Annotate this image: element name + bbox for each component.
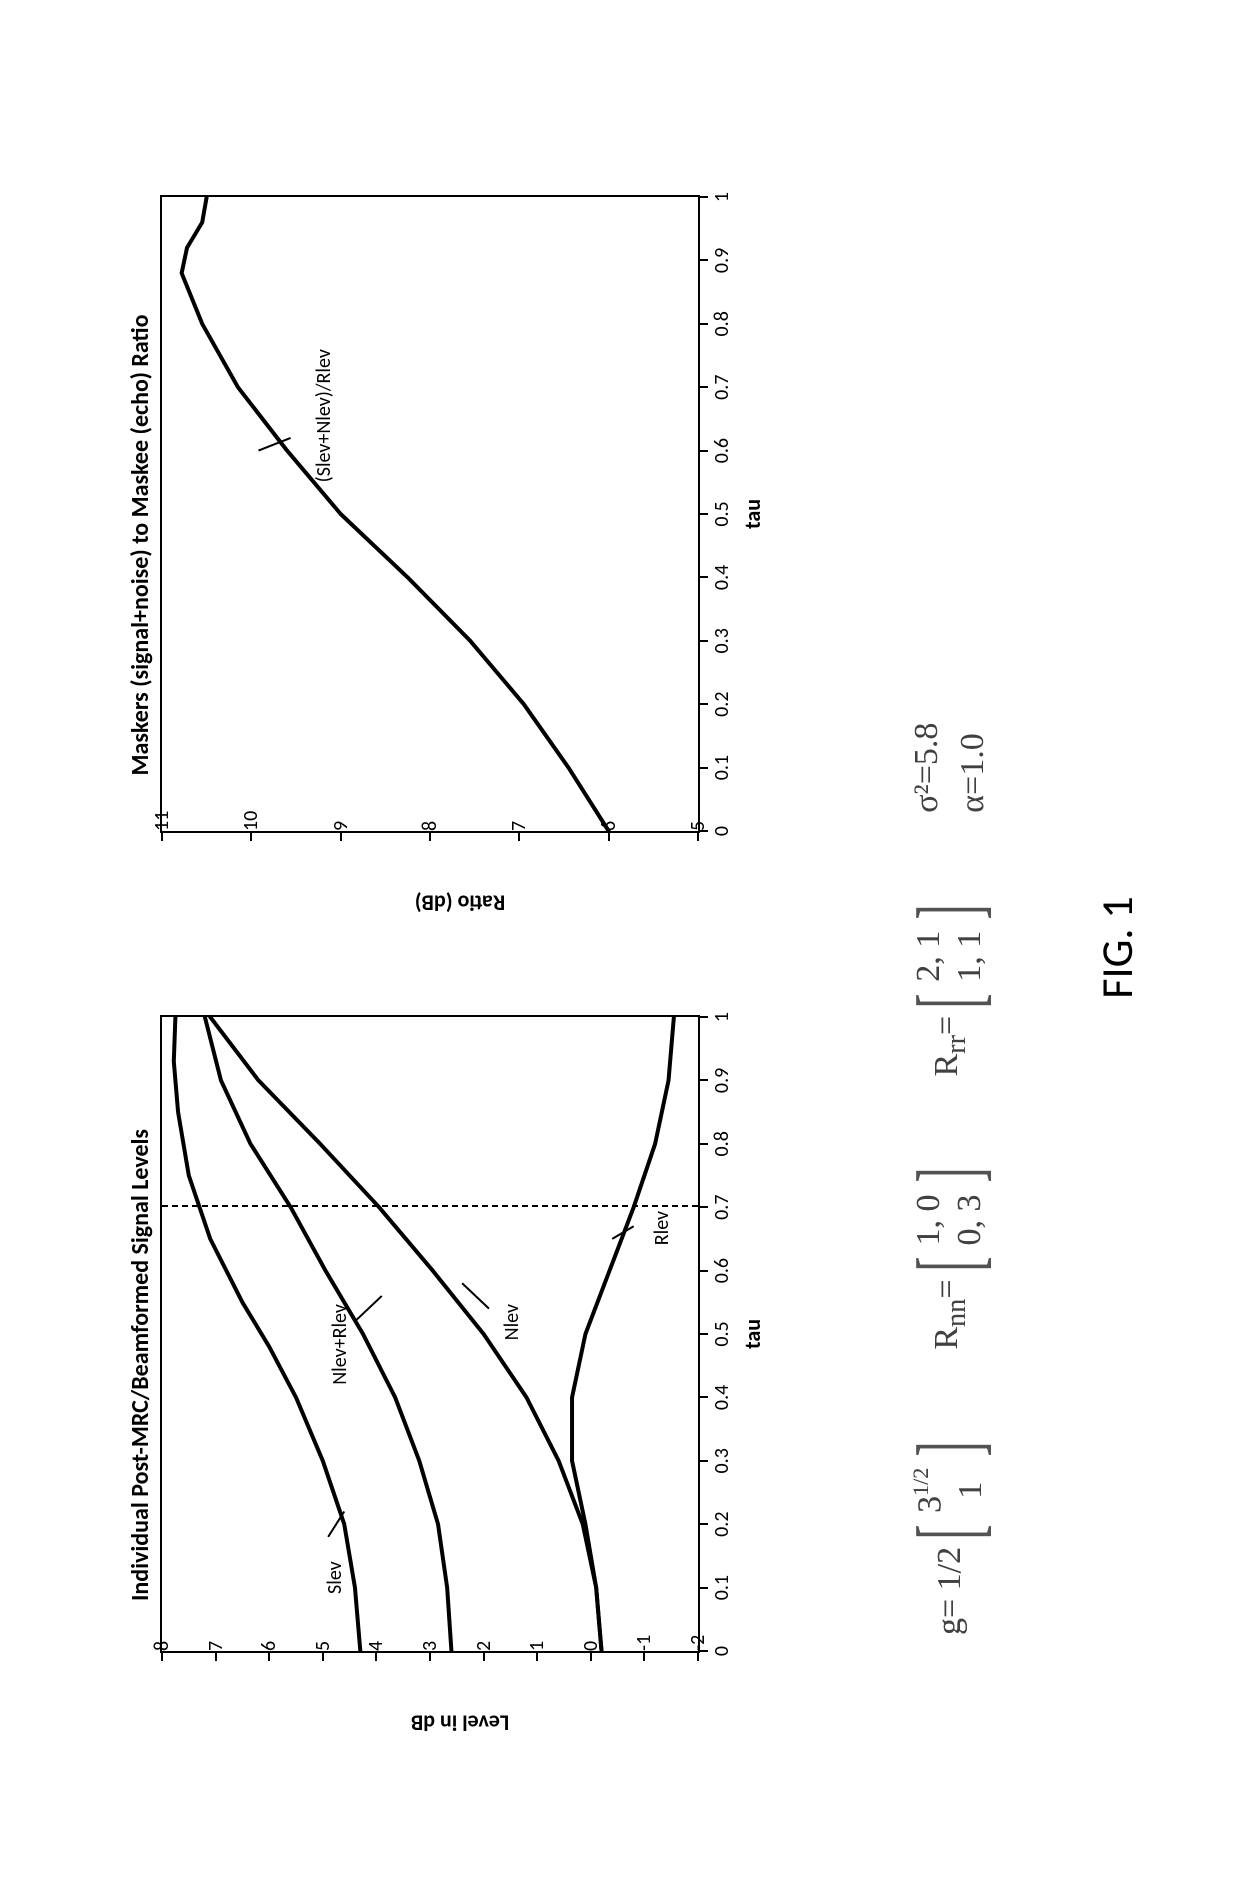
rnn-lhs: Rnn= (928, 1279, 973, 1349)
figure-stage: Individual Post-MRC/Beamformed Signal Le… (0, 0, 1240, 1895)
series-line (572, 1017, 674, 1651)
left-x-axis-label: tau (739, 1015, 766, 1653)
bracket-open-icon: [ (915, 1524, 985, 1539)
x-tick-label: 0.9 (698, 248, 734, 273)
series-line (182, 197, 609, 831)
g-lhs: g= 1/2 (931, 1547, 969, 1635)
y-tick-label: 0 (579, 1637, 603, 1651)
bracket-open-icon: [ (915, 1257, 985, 1272)
left-plot-area: -2-101234567800.10.20.30.40.50.60.70.80.… (160, 1015, 700, 1653)
right-x-axis-label: tau (739, 195, 766, 833)
figure-caption: FIG. 1 (1090, 0, 1144, 1895)
rrr-lhs: Rrr= (928, 1016, 973, 1077)
equation-rnn: Rnn= [ 1, 0 0, 3 ] (909, 1167, 991, 1350)
equation-rrr: Rrr= [ 2, 1 1, 1 ] (909, 903, 991, 1077)
x-tick-label: 0.5 (698, 501, 734, 526)
left-y-axis-label: Level in dB (411, 1710, 509, 1737)
y-tick-label: 8 (150, 1637, 174, 1651)
y-tick-label: 7 (204, 1637, 228, 1651)
matrix-g: 31/2 1 (908, 1458, 992, 1523)
series-label: Slev (323, 1561, 347, 1594)
matrix-rrr: 2, 1 1, 1 (909, 921, 991, 992)
matrix-rrr-row-2: 1, 1 (950, 931, 991, 982)
x-tick-label: 0.7 (698, 375, 734, 400)
x-tick-label: 1 (698, 192, 734, 202)
bracket-close-icon: ] (915, 1168, 985, 1183)
x-tick-label: 0.2 (698, 1512, 734, 1537)
matrix-rnn: 1, 0 0, 3 (909, 1184, 991, 1255)
bracket-close-icon: ] (915, 904, 985, 919)
series-label: Rlev (650, 1211, 674, 1245)
x-tick-label: 0.3 (698, 1448, 734, 1473)
y-tick-label: 1 (525, 1637, 549, 1651)
y-tick-label: 3 (418, 1637, 442, 1651)
x-tick-label: 0.7 (698, 1195, 734, 1220)
x-tick-label: 0.6 (698, 1258, 734, 1283)
right-chart-title: Maskers (signal+noise) to Maskee (echo) … (126, 195, 155, 895)
x-tick-label: 0 (698, 826, 734, 836)
x-tick-label: 0.6 (698, 438, 734, 463)
equation-g: g= 1/2 [ 31/2 1 ] (908, 1440, 992, 1635)
left-chart: Individual Post-MRC/Beamformed Signal Le… (160, 1015, 760, 1715)
series-label: Nlev (500, 1304, 524, 1340)
left-chart-title: Individual Post-MRC/Beamformed Signal Le… (126, 1015, 155, 1715)
y-tick-label: -1 (632, 1637, 656, 1651)
y-tick-label: 7 (507, 817, 531, 831)
y-tick-label: 9 (329, 817, 353, 831)
x-tick-label: 0 (698, 1646, 734, 1656)
series-line (210, 1017, 601, 1651)
eq-alpha: α=1.0 (954, 723, 992, 813)
right-chart: Maskers (signal+noise) to Maskee (echo) … (160, 195, 760, 895)
matrix-rnn-row-1: 1, 0 (909, 1194, 950, 1245)
series-label: (Slev+Nlev)/Rlev (312, 349, 336, 482)
x-tick-label: 0.4 (698, 565, 734, 590)
matrix-rrr-row-1: 2, 1 (909, 931, 950, 982)
equation-scalar-stack: σ²=5.8 α=1.0 (908, 723, 992, 813)
x-tick-label: 0.4 (698, 1385, 734, 1410)
series-label: Nlev+Rlev (328, 1304, 352, 1385)
x-tick-label: 0.1 (698, 755, 734, 780)
right-y-axis-label: Ratio (dB) (415, 890, 506, 917)
matrix-g-row-2: 1 (951, 1482, 992, 1499)
x-tick-label: 0.5 (698, 1321, 734, 1346)
x-tick-label: 0.9 (698, 1068, 734, 1093)
y-tick-label: 5 (311, 1637, 335, 1651)
x-tick-label: 0.8 (698, 311, 734, 336)
y-tick-label: 11 (150, 817, 174, 831)
matrix-g-row-1: 31/2 (908, 1468, 951, 1513)
y-tick-label: 4 (364, 1637, 388, 1651)
x-tick-label: 0.8 (698, 1131, 734, 1156)
y-tick-label: 10 (239, 817, 263, 831)
bracket-open-icon: [ (915, 993, 985, 1008)
x-tick-label: 0.1 (698, 1575, 734, 1600)
equations-row: g= 1/2 [ 31/2 1 ] Rnn= [ 1, 0 0, 3 ] (870, 335, 1030, 1635)
eq-sigma: σ²=5.8 (908, 723, 946, 813)
charts-row: Individual Post-MRC/Beamformed Signal Le… (160, 155, 760, 1715)
dashed-vline (162, 1205, 698, 1207)
x-tick-label: 0.3 (698, 628, 734, 653)
x-tick-label: 1 (698, 1012, 734, 1022)
y-tick-label: 6 (257, 1637, 281, 1651)
y-tick-label: 2 (472, 1637, 496, 1651)
y-tick-label: 8 (418, 817, 442, 831)
right-plot-area: 56789101100.10.20.30.40.50.60.70.80.91(S… (160, 195, 700, 833)
y-tick-label: 6 (597, 817, 621, 831)
matrix-rnn-row-2: 0, 3 (950, 1194, 991, 1245)
bracket-close-icon: ] (915, 1441, 985, 1456)
x-tick-label: 0.2 (698, 692, 734, 717)
